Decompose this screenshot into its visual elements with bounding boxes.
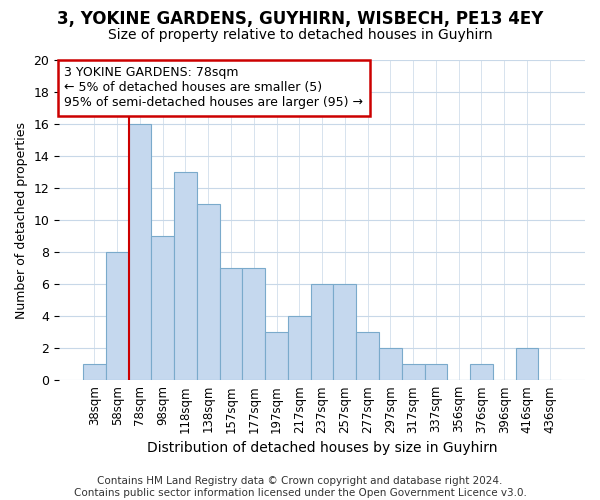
X-axis label: Distribution of detached houses by size in Guyhirn: Distribution of detached houses by size …	[147, 441, 497, 455]
Bar	[288, 316, 311, 380]
Bar	[174, 172, 197, 380]
Bar	[311, 284, 334, 380]
Bar	[379, 348, 402, 380]
Bar	[106, 252, 128, 380]
Bar	[83, 364, 106, 380]
Bar	[151, 236, 174, 380]
Bar	[356, 332, 379, 380]
Bar	[334, 284, 356, 380]
Text: 3, YOKINE GARDENS, GUYHIRN, WISBECH, PE13 4EY: 3, YOKINE GARDENS, GUYHIRN, WISBECH, PE1…	[57, 10, 543, 28]
Y-axis label: Number of detached properties: Number of detached properties	[15, 122, 28, 318]
Text: Contains HM Land Registry data © Crown copyright and database right 2024.
Contai: Contains HM Land Registry data © Crown c…	[74, 476, 526, 498]
Bar	[515, 348, 538, 380]
Bar	[265, 332, 288, 380]
Text: 3 YOKINE GARDENS: 78sqm
← 5% of detached houses are smaller (5)
95% of semi-deta: 3 YOKINE GARDENS: 78sqm ← 5% of detached…	[64, 66, 364, 110]
Bar	[402, 364, 425, 380]
Bar	[470, 364, 493, 380]
Bar	[425, 364, 447, 380]
Bar	[128, 124, 151, 380]
Bar	[220, 268, 242, 380]
Bar	[197, 204, 220, 380]
Text: Size of property relative to detached houses in Guyhirn: Size of property relative to detached ho…	[107, 28, 493, 42]
Bar	[242, 268, 265, 380]
